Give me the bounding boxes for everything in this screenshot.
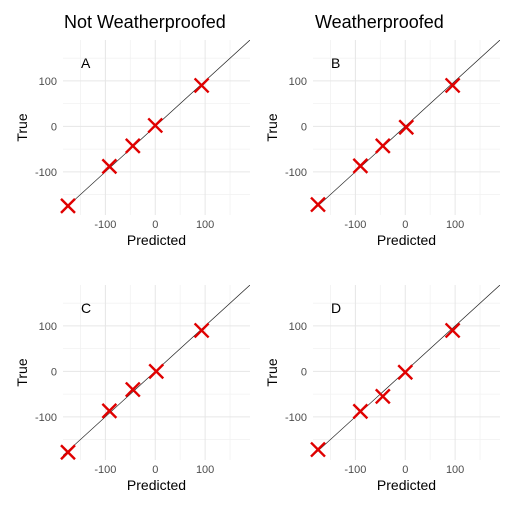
x-tick-label: 0 [402,464,408,476]
y-tick-label: 0 [301,366,307,378]
point-marker [101,403,118,419]
point-marker [374,388,391,405]
y-axis-label: True [14,358,30,386]
x-tick-label: 100 [446,464,464,476]
y-tick-label: 0 [301,121,307,133]
x-axis-label: Predicted [377,477,436,493]
y-tick-label: 100 [289,321,307,333]
x-tick-label: 0 [152,464,158,476]
y-tick-label: -100 [285,412,307,424]
y-tick-label: -100 [35,167,57,179]
point-marker [60,444,76,461]
y-tick-label: 100 [39,76,57,88]
point-marker [310,441,326,458]
point-marker [148,363,165,380]
x-axis-label: Predicted [127,232,186,248]
point-marker [352,403,369,420]
x-axis-label: Predicted [127,477,186,493]
point-marker [124,381,141,398]
point-marker [398,119,415,136]
y-axis-label: True [264,358,280,386]
panel-a: A -100 0 100 -100 0 100 Predicted True [14,40,250,248]
y-tick-label: 0 [51,366,57,378]
point-marker [124,138,141,154]
grid [63,285,250,460]
x-axis-label: Predicted [377,232,436,248]
y-tick-label: 100 [289,76,307,88]
column-title-not-weatherproofed: Not Weatherproofed [64,12,226,32]
x-tick-label: -100 [94,464,116,476]
x-tick-label: -100 [344,464,366,476]
point-marker [397,364,414,381]
x-tick-label: -100 [344,219,366,231]
y-axis-label: True [264,113,280,141]
grid [313,285,500,460]
y-tick-label: 100 [39,321,57,333]
point-marker [444,77,461,94]
y-tick-label: -100 [285,167,307,179]
panel-label: B [331,55,340,71]
panel-label: C [81,300,91,316]
panel-c: C -100 0 100 -100 0 100 Predicted True [14,285,250,493]
point-marker [193,77,210,94]
grid [63,40,250,215]
x-tick-label: 100 [196,464,214,476]
x-tick-label: 0 [152,219,158,231]
x-tick-label: -100 [94,219,116,231]
point-marker [60,198,76,214]
x-tick-label: 100 [446,219,464,231]
y-tick-label: 0 [51,121,57,133]
panel-b: B -100 0 100 -100 0 100 Predicted True [264,40,500,248]
x-tick-label: 100 [196,219,214,231]
point-marker [310,196,326,213]
y-axis-label: True [14,113,30,141]
point-marker [101,158,118,175]
x-tick-label: 0 [402,219,408,231]
point-marker [193,322,210,339]
point-marker [352,158,369,174]
column-title-weatherproofed: Weatherproofed [315,12,444,32]
panel-label: D [331,300,341,316]
panel-d: D -100 0 100 -100 0 100 Predicted True [264,285,500,493]
reference-line [313,40,500,211]
y-tick-label: -100 [35,412,57,424]
point-marker [147,117,164,134]
point-marker [374,138,391,154]
point-marker [444,322,461,339]
panel-label: A [81,55,91,71]
